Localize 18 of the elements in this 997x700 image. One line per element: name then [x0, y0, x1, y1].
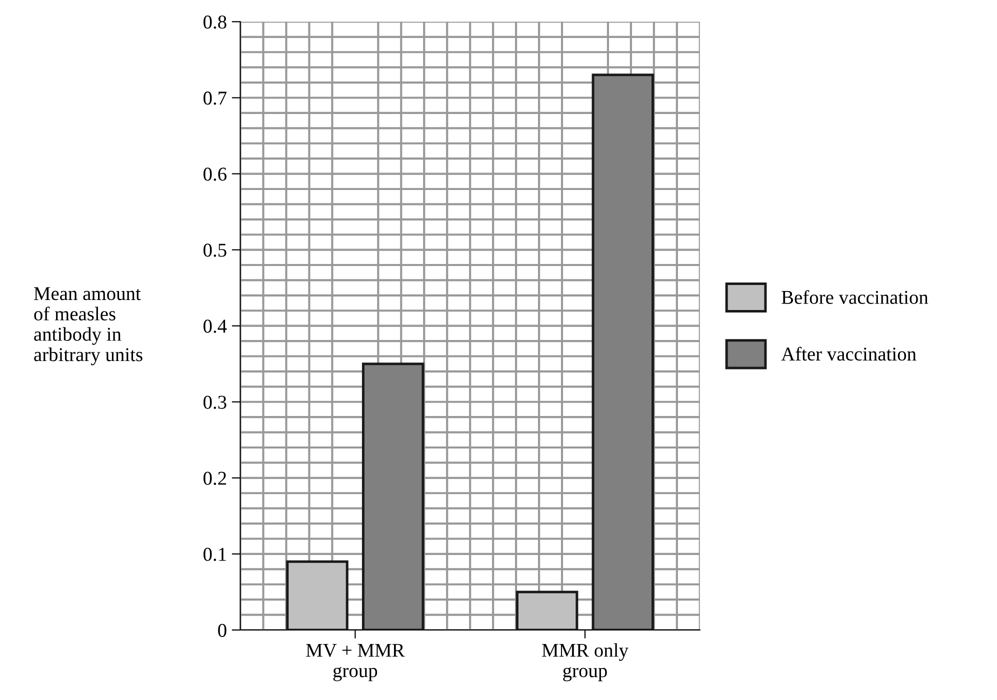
- y-tick-label: 0.2: [204, 472, 226, 485]
- y-tick-label: 0.4: [204, 320, 227, 333]
- bar: [592, 74, 654, 630]
- y-tick-label: 0.7: [204, 92, 227, 105]
- legend-label: After vaccination: [781, 346, 916, 361]
- y-tick-label: 0: [218, 624, 226, 637]
- x-tick-label: MV + MMR group: [306, 644, 405, 682]
- y-tick-label: 0.3: [204, 396, 226, 409]
- y-tick-label: 0.8: [204, 16, 226, 29]
- y-tick-label: 0.5: [204, 244, 226, 257]
- y-tick-label: 0.1: [204, 548, 226, 561]
- x-tick-label: MMR only group: [542, 643, 628, 682]
- bar: [516, 590, 578, 630]
- legend-label: Before vaccination: [782, 290, 928, 304]
- bar: [286, 560, 348, 630]
- y-axis-title: Mean amount of measles antibody in arbitrary units: [34, 287, 142, 366]
- bar: [362, 362, 424, 630]
- y-tick-label: 0.6: [204, 168, 226, 181]
